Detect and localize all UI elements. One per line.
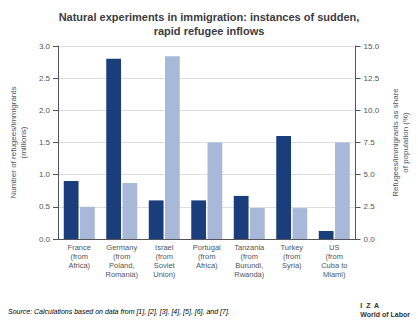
svg-text:(from: (from bbox=[156, 252, 174, 261]
svg-text:Number of refugees/immigrants: Number of refugees/immigrants bbox=[9, 86, 18, 198]
svg-text:(from: (from bbox=[113, 252, 131, 261]
svg-text:0.0: 0.0 bbox=[364, 235, 376, 244]
svg-text:Turkey: Turkey bbox=[280, 243, 303, 252]
svg-text:Syria): Syria) bbox=[282, 261, 302, 270]
svg-text:Burundi,: Burundi, bbox=[235, 261, 263, 270]
svg-text:Portugal: Portugal bbox=[193, 243, 221, 252]
svg-text:Africa): Africa) bbox=[68, 261, 90, 270]
svg-text:2.0: 2.0 bbox=[39, 106, 51, 115]
svg-text:Source: Calculations based on: Source: Calculations based on data from … bbox=[8, 308, 230, 316]
svg-text:Tanzania: Tanzania bbox=[234, 243, 265, 252]
svg-text:(millions): (millions) bbox=[19, 126, 28, 158]
svg-text:Miami): Miami) bbox=[323, 270, 346, 279]
svg-text:3.0: 3.0 bbox=[39, 42, 51, 51]
svg-text:Soviet: Soviet bbox=[154, 261, 176, 270]
svg-text:Romania): Romania) bbox=[106, 270, 139, 279]
svg-text:(from: (from bbox=[198, 252, 216, 261]
svg-text:Africa): Africa) bbox=[196, 261, 218, 270]
svg-text:Union): Union) bbox=[153, 270, 176, 279]
svg-text:Refugees/immigrants as share: Refugees/immigrants as share bbox=[391, 88, 400, 197]
svg-text:10.0: 10.0 bbox=[364, 106, 380, 115]
svg-text:Cuba to: Cuba to bbox=[321, 261, 347, 270]
svg-text:US: US bbox=[329, 243, 339, 252]
svg-text:7.5: 7.5 bbox=[364, 138, 376, 147]
svg-text:0.5: 0.5 bbox=[39, 202, 51, 211]
svg-text:0.0: 0.0 bbox=[39, 235, 51, 244]
svg-text:France: France bbox=[68, 243, 91, 252]
svg-text:rapid refugee inflows: rapid refugee inflows bbox=[154, 25, 265, 37]
svg-text:12.5: 12.5 bbox=[364, 74, 380, 83]
svg-text:Poland,: Poland, bbox=[109, 261, 134, 270]
svg-text:Natural experiments in immigra: Natural experiments in immigration: inst… bbox=[59, 11, 360, 23]
svg-text:I Z A: I Z A bbox=[360, 302, 379, 309]
svg-text:(from: (from bbox=[241, 252, 259, 261]
svg-text:1.5: 1.5 bbox=[39, 138, 51, 147]
svg-text:2.5: 2.5 bbox=[364, 202, 376, 211]
svg-text:Rwanda): Rwanda) bbox=[234, 270, 265, 279]
svg-text:(from: (from bbox=[283, 252, 301, 261]
svg-text:15.0: 15.0 bbox=[364, 42, 380, 51]
svg-text:5.0: 5.0 bbox=[364, 170, 376, 179]
svg-text:Germany: Germany bbox=[106, 243, 137, 252]
svg-text:2.5: 2.5 bbox=[39, 74, 51, 83]
svg-text:1.0: 1.0 bbox=[39, 170, 51, 179]
svg-text:Israel: Israel bbox=[155, 243, 174, 252]
svg-text:of population (%): of population (%) bbox=[401, 112, 410, 173]
svg-text:World of Labor: World of Labor bbox=[360, 311, 410, 318]
svg-text:(from: (from bbox=[71, 252, 89, 261]
svg-text:(from: (from bbox=[326, 252, 344, 261]
